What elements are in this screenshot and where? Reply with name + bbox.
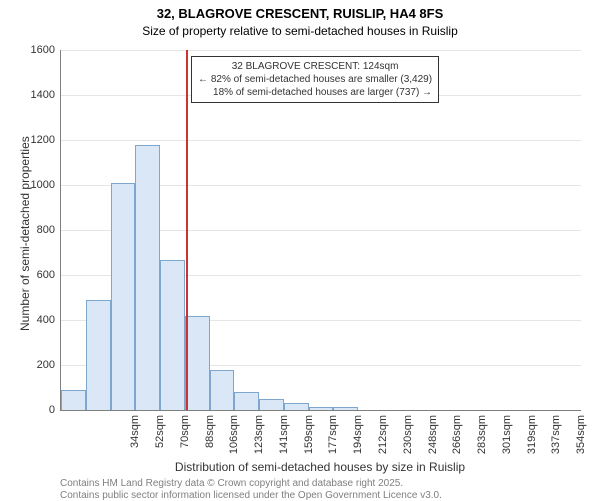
histogram-bar [185, 316, 210, 411]
histogram-bar [309, 407, 334, 410]
grid-line-h [61, 50, 581, 51]
histogram-bar [61, 390, 86, 410]
histogram-bar [86, 300, 111, 410]
histogram-bar [259, 399, 284, 410]
y-tick-label: 0 [20, 404, 55, 416]
annotation-line2: ← 82% of semi-detached houses are smalle… [198, 73, 432, 86]
chart-title-line2: Size of property relative to semi-detach… [0, 24, 600, 38]
chart-title-line1: 32, BLAGROVE CRESCENT, RUISLIP, HA4 8FS [0, 6, 600, 21]
histogram-bar [210, 370, 235, 411]
annotation-line1: 32 BLAGROVE CRESCENT: 124sqm [198, 60, 432, 73]
grid-line-h [61, 140, 581, 141]
y-tick-label: 1600 [20, 44, 55, 56]
annotation-box: 32 BLAGROVE CRESCENT: 124sqm← 82% of sem… [191, 56, 439, 103]
histogram-bar [111, 183, 136, 410]
histogram-bar [333, 407, 358, 410]
y-tick-label: 200 [20, 359, 55, 371]
histogram-bar [284, 403, 309, 410]
reference-line [186, 50, 188, 410]
footer-line2: Contains public sector information licen… [60, 490, 442, 501]
histogram-bar [135, 145, 160, 411]
x-axis-label: Distribution of semi-detached houses by … [60, 460, 580, 474]
histogram-bar [160, 260, 185, 410]
plot-area [60, 50, 581, 411]
annotation-line3: 18% of semi-detached houses are larger (… [198, 86, 432, 99]
y-tick-label: 1400 [20, 89, 55, 101]
y-axis-label: Number of semi-detached properties [18, 136, 32, 331]
footer-line1: Contains HM Land Registry data © Crown c… [60, 478, 403, 489]
histogram-bar [234, 392, 259, 410]
